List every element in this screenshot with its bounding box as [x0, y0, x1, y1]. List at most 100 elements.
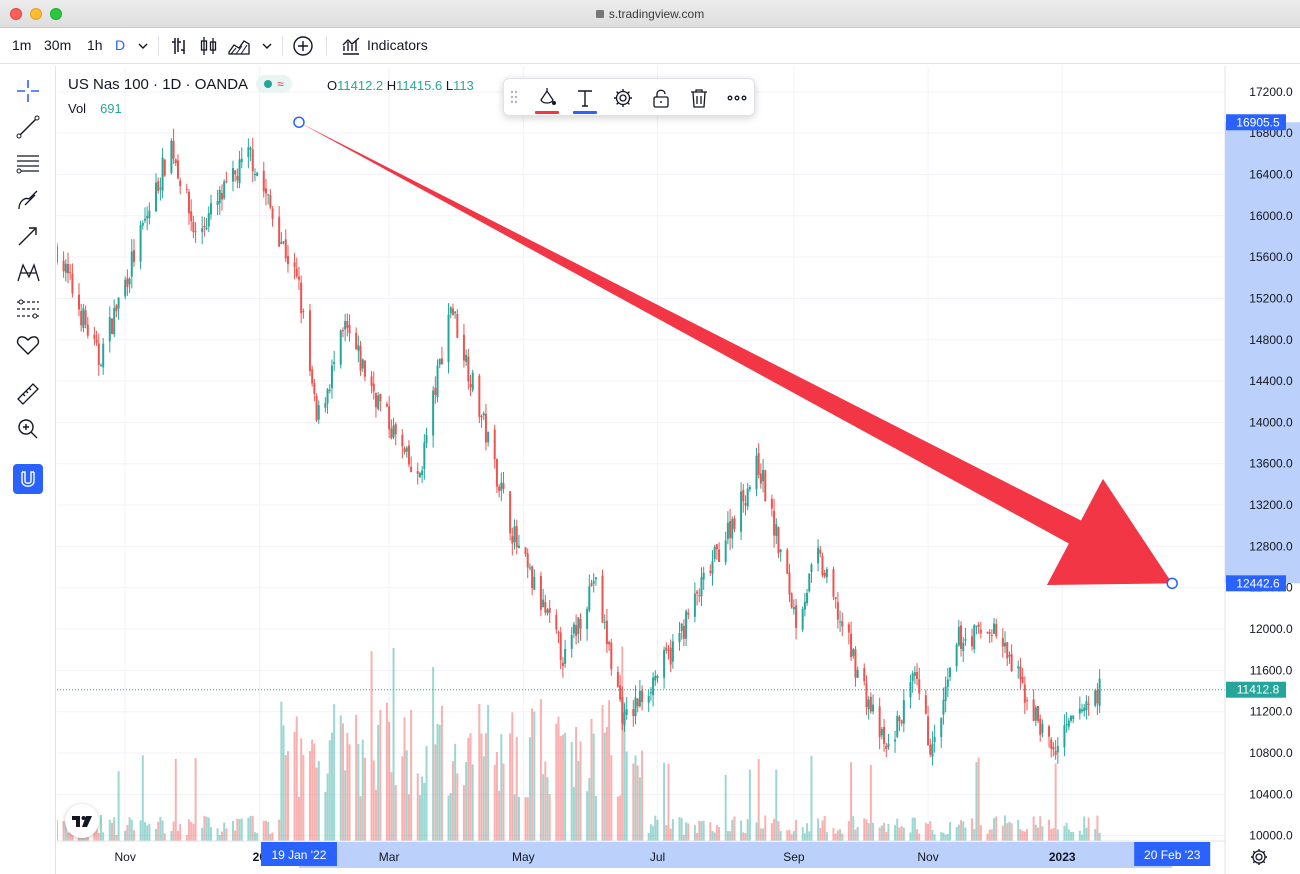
candle [1096, 683, 1099, 716]
volume-legend[interactable]: Vol 691 [68, 101, 122, 116]
chart-settings-icon[interactable] [1250, 848, 1268, 866]
indicators-button[interactable]: Indicators [367, 37, 428, 53]
candle [220, 184, 223, 211]
fib-retracement-tool[interactable] [13, 149, 43, 179]
drag-handle-icon[interactable] [510, 90, 518, 106]
price-axis[interactable]: 17200.016800.016400.016000.015600.015200… [1224, 66, 1300, 874]
volume-bar [577, 760, 580, 841]
measure-tool[interactable] [13, 379, 43, 409]
url-text: s.tradingview.com [608, 7, 705, 21]
interval-30m-button[interactable]: 30m [44, 37, 72, 53]
unlock-icon [653, 89, 669, 108]
volume-bar [348, 744, 351, 841]
candle-chart-type-icon[interactable] [199, 36, 219, 56]
text-icon [578, 90, 592, 107]
volume-bar [601, 705, 604, 841]
settings-button[interactable] [610, 85, 636, 111]
volume-bar [586, 791, 589, 841]
volume-bar [757, 759, 760, 841]
time-tick-label: Sep [783, 850, 805, 864]
symbol-legend[interactable]: US Nas 100 · 1D · OANDA ≈ [68, 75, 293, 93]
magnet-mode-toggle[interactable] [13, 464, 43, 494]
volume-bar [482, 756, 485, 841]
candle [570, 626, 573, 658]
candle [742, 484, 745, 513]
lock-drawing-button[interactable] [648, 85, 674, 111]
volume-bar [788, 829, 791, 841]
candle [702, 566, 705, 591]
candle [665, 642, 668, 654]
zoom-window-button[interactable] [50, 8, 62, 20]
volume-bar [163, 833, 166, 841]
minimize-window-button[interactable] [30, 8, 42, 20]
area-chart-type-icon[interactable] [228, 36, 250, 56]
address-bar[interactable]: s.tradingview.com [0, 7, 1300, 21]
volume-bar [869, 764, 872, 841]
volume-bar [702, 820, 705, 841]
candle [324, 397, 327, 413]
symbol-title[interactable]: US Nas 100 · 1D · OANDA [68, 75, 249, 93]
candle [511, 527, 514, 556]
volume-bar [823, 815, 826, 841]
volume-bar [638, 777, 641, 841]
more-options-button[interactable] [724, 85, 750, 111]
volume-bar [632, 763, 635, 841]
volume-bar [733, 816, 736, 841]
volume-bar [176, 830, 179, 841]
bar-chart-type-icon[interactable] [170, 36, 190, 56]
volume-bar [170, 830, 173, 841]
volume-bar [671, 819, 674, 841]
pattern-tool[interactable] [13, 257, 43, 287]
crosshair-tool[interactable] [13, 76, 43, 106]
volume-bar [509, 733, 512, 841]
arrow-start-handle[interactable] [293, 116, 305, 129]
tradingview-logo[interactable] [65, 804, 99, 838]
compare-symbol-icon[interactable] [292, 35, 314, 57]
text-color-button[interactable] [572, 85, 598, 114]
candle [124, 276, 127, 300]
series-visibility-toggle[interactable]: ≈ [256, 75, 293, 93]
chevron-down-icon[interactable] [137, 42, 149, 50]
trend-line-tool[interactable] [13, 112, 43, 142]
candle [524, 547, 527, 557]
candle [542, 588, 545, 608]
arrow-end-handle[interactable] [1166, 577, 1178, 590]
volume-bar [361, 739, 364, 841]
volume-bar [977, 757, 980, 841]
prediction-tool[interactable] [13, 294, 43, 324]
volume-bar [377, 724, 380, 841]
zoom-in-tool[interactable] [13, 414, 43, 444]
volume-bar [698, 820, 701, 841]
favorites-tool[interactable] [13, 330, 43, 360]
volume-bar [960, 820, 963, 841]
time-tick-label: Nov [115, 850, 136, 864]
interval-1h-button[interactable]: 1h [87, 37, 103, 53]
arrow-tool[interactable] [13, 221, 43, 251]
interval-1m-button[interactable]: 1m [12, 37, 32, 53]
delete-drawing-button[interactable] [686, 85, 712, 111]
volume-bar [1037, 827, 1040, 841]
volume-bar [300, 738, 303, 841]
volume-bar [546, 777, 549, 841]
indicators-icon[interactable] [341, 36, 361, 56]
volume-bar [819, 828, 822, 841]
volume-bar [592, 733, 595, 841]
volume-bar [247, 817, 250, 841]
volume-bar [524, 797, 527, 841]
interval-d-button[interactable]: D [115, 37, 126, 53]
candle [594, 577, 597, 586]
volume-bar [324, 791, 327, 841]
chevron-down-icon[interactable] [261, 42, 273, 50]
chart-pane[interactable]: Nov 20 Mar May Jul Sep Nov 2023 19 Jan '22 20 Feb… [57, 66, 1300, 874]
volume-bar [141, 755, 144, 841]
volume-bar [911, 817, 914, 841]
close-window-button[interactable] [10, 8, 22, 20]
brush-tool[interactable] [13, 185, 43, 215]
volume-bar [295, 716, 298, 841]
arrow-drawing[interactable] [298, 122, 1173, 586]
candle [223, 179, 226, 200]
line-color-button[interactable] [534, 85, 560, 114]
candle [216, 189, 219, 216]
